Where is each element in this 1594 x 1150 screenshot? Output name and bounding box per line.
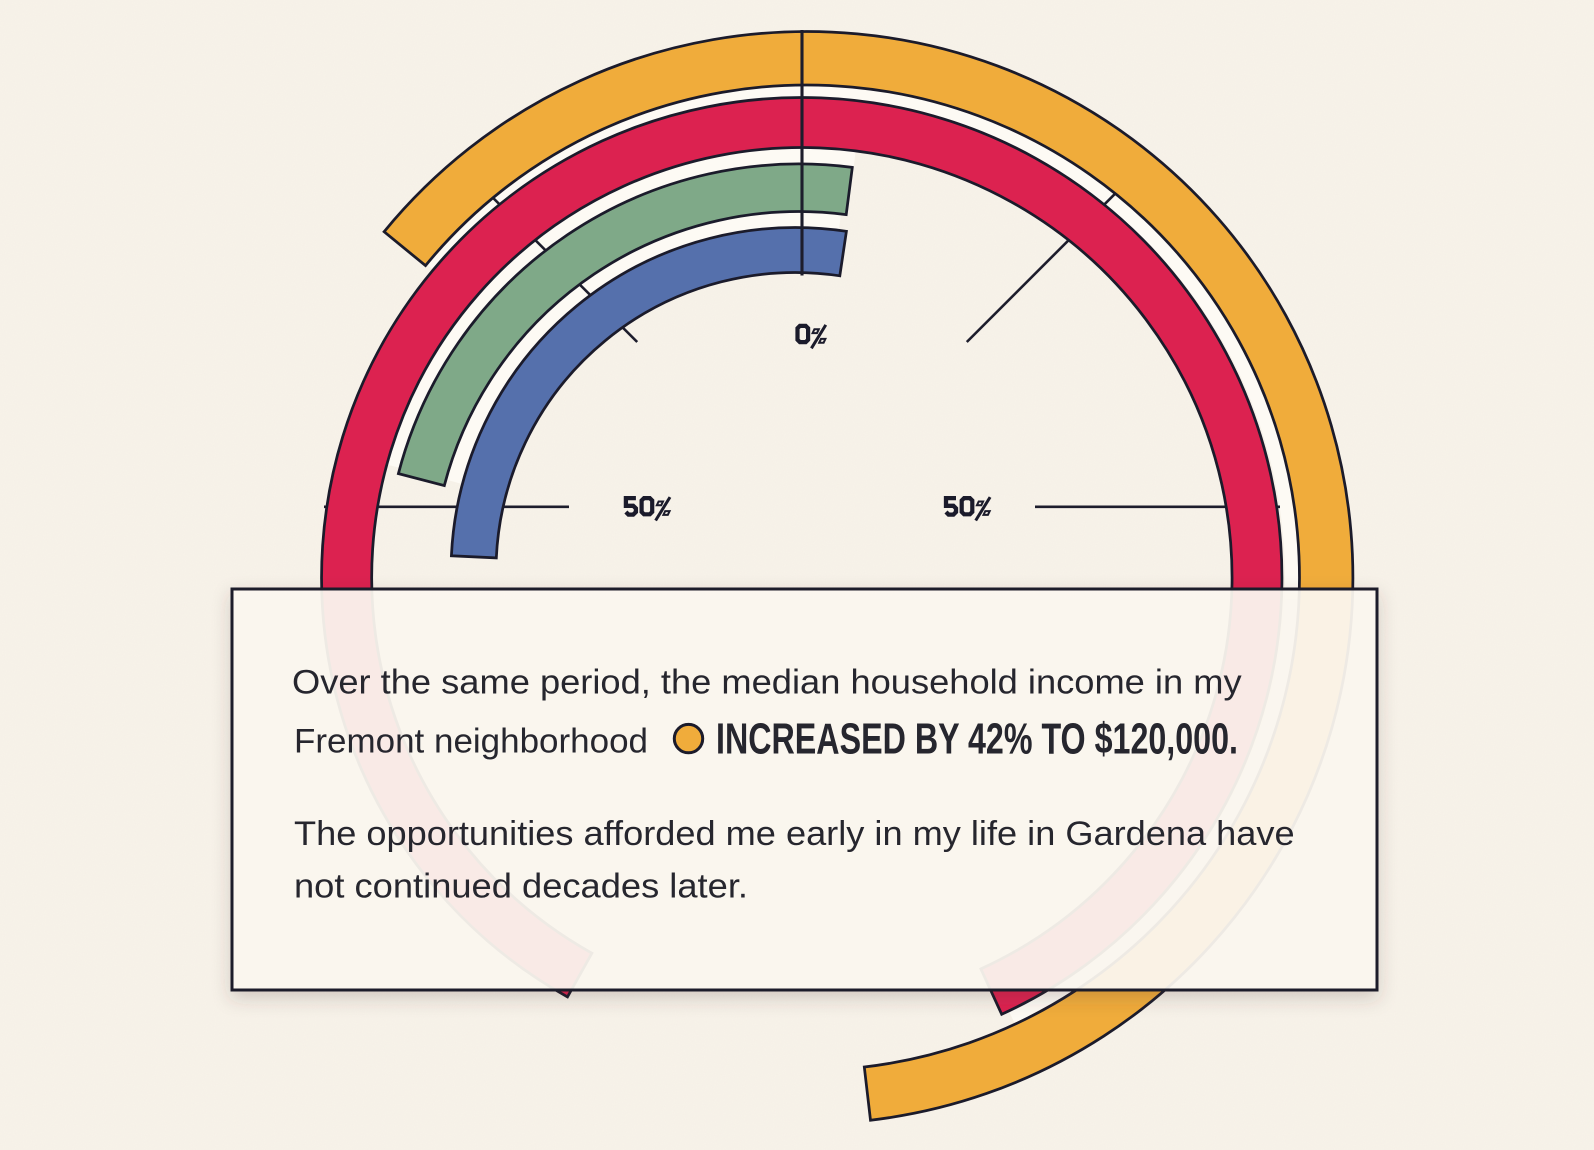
svg-text:Over the same period, the medi: Over the same period, the median househo… (292, 664, 1242, 702)
svg-text:Fremont neighborhood: Fremont neighborhood (294, 723, 648, 761)
svg-text:not continued decades later.: not continued decades later. (294, 868, 748, 906)
svg-text:The opportunities afforded me: The opportunities afforded me early in m… (294, 815, 1295, 853)
svg-text:INCREASED BY 42% TO $120,000.: INCREASED BY 42% TO $120,000. (716, 715, 1238, 764)
